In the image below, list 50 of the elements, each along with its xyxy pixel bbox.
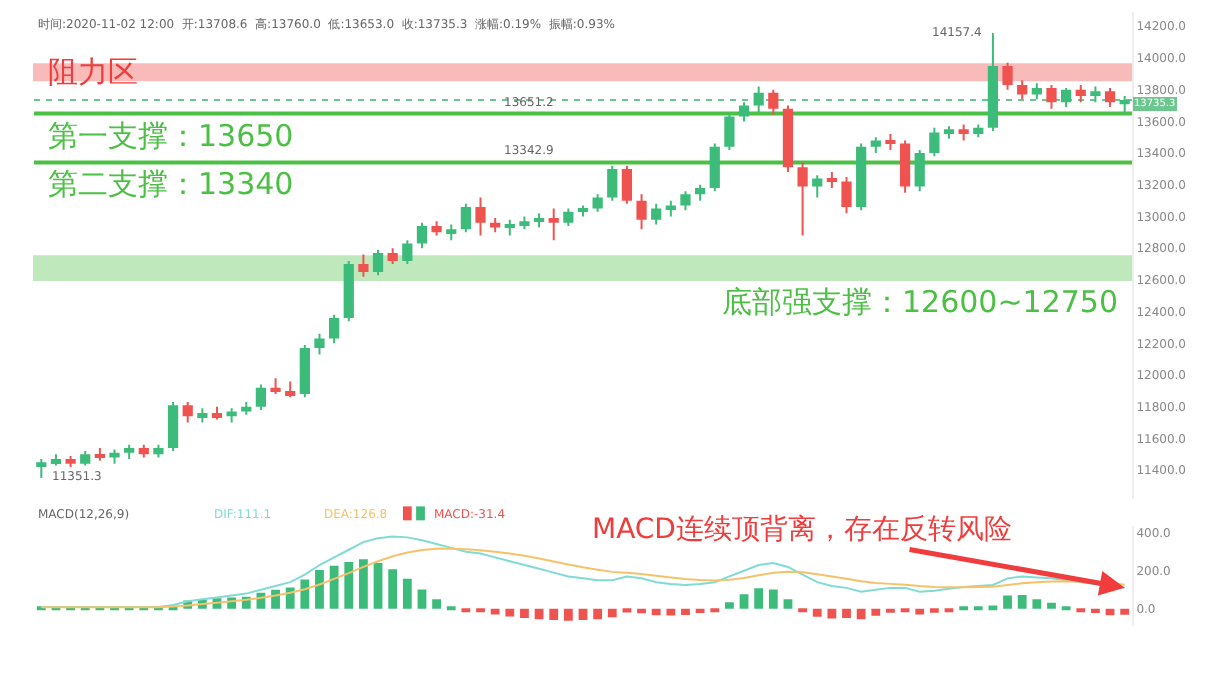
bar [1047, 602, 1056, 609]
bar [344, 561, 354, 609]
bar [388, 569, 398, 609]
bar [1003, 595, 1012, 609]
bar [871, 608, 881, 616]
bar [417, 589, 427, 609]
candlestick [1090, 85, 1101, 104]
candlestick [65, 454, 76, 468]
bar [1032, 599, 1042, 609]
bar [783, 599, 793, 609]
bar [666, 608, 676, 616]
bar [432, 599, 441, 609]
bar [651, 608, 661, 616]
bar [739, 594, 749, 609]
bar [725, 602, 734, 609]
band-label: 底部强支撑：12600~12750 [722, 284, 1119, 320]
bar [402, 578, 412, 609]
bar [681, 608, 690, 615]
bar [827, 608, 837, 619]
bar [490, 608, 500, 615]
bar [563, 608, 573, 621]
bar [842, 608, 851, 618]
line-series [40, 547, 1126, 609]
bar [505, 608, 515, 617]
bar [1120, 608, 1130, 615]
bar [915, 608, 925, 615]
bar [1017, 595, 1027, 609]
bar [812, 608, 822, 617]
bar [988, 605, 998, 611]
bar [315, 569, 324, 609]
bar [549, 608, 559, 621]
ref-line-label: 第二支撑：13340 [48, 166, 294, 202]
candlestick [519, 215, 530, 231]
bar [607, 608, 617, 618]
bar [300, 579, 310, 609]
bar [329, 565, 339, 609]
annotation: MACD连续顶背离，存在反转风险 [592, 514, 1012, 546]
ref-line-label: 第一支撑：13650 [48, 118, 294, 154]
bar [359, 559, 368, 609]
bar [578, 608, 588, 620]
bar [856, 608, 866, 620]
bar [695, 608, 705, 614]
bar [637, 608, 646, 614]
bar [768, 589, 778, 609]
bar [520, 608, 529, 618]
bar [1091, 608, 1100, 614]
bar [593, 608, 603, 620]
bar [754, 588, 764, 609]
bar [373, 563, 383, 609]
band-label: 阻力区 [48, 54, 138, 90]
